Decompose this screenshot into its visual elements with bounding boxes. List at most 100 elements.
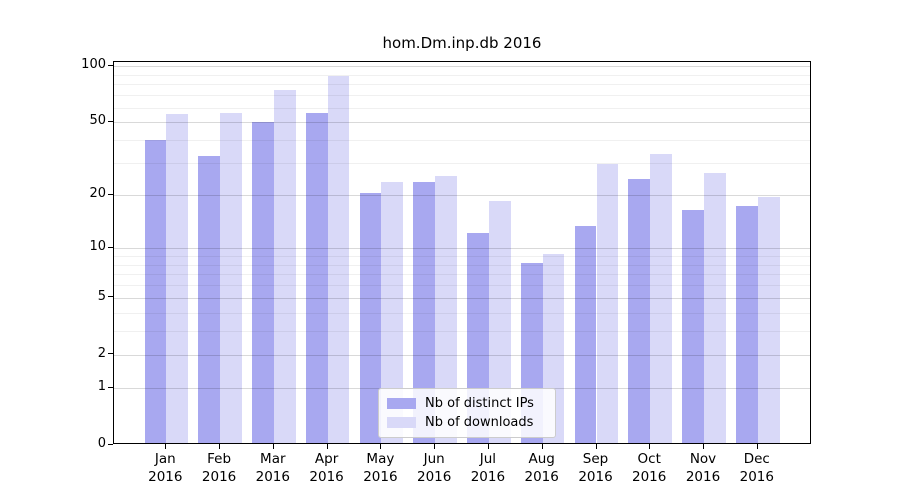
year-label: 2016 bbox=[632, 468, 667, 485]
x-tick-mark bbox=[272, 444, 274, 449]
x-tick-mark bbox=[219, 444, 221, 449]
bar-ips-may bbox=[359, 193, 382, 443]
legend-label: Nb of distinct IPs bbox=[425, 396, 534, 411]
month-label: Aug bbox=[528, 451, 555, 467]
year-label: 2016 bbox=[255, 468, 290, 485]
bar-downloads-nov bbox=[704, 172, 726, 443]
month-label: May bbox=[366, 451, 395, 467]
x-tick-label-oct: Oct 2016 bbox=[614, 451, 684, 486]
y-tick-mark bbox=[108, 353, 113, 355]
bar-downloads-may bbox=[381, 182, 404, 443]
gridline-3 bbox=[114, 331, 810, 333]
x-tick-mark bbox=[541, 444, 543, 449]
y-tick-label: 50 bbox=[89, 113, 106, 129]
gridline-100 bbox=[114, 66, 810, 68]
x-tick-mark bbox=[756, 444, 758, 449]
month-label: Jan bbox=[154, 451, 176, 467]
year-label: 2016 bbox=[417, 468, 452, 485]
x-tick-label-jan: Jan 2016 bbox=[130, 451, 200, 486]
month-label: Nov bbox=[689, 451, 717, 467]
y-tick-mark bbox=[108, 443, 113, 445]
legend-item: Nb of downloads bbox=[387, 413, 547, 432]
x-tick-label-apr: Apr 2016 bbox=[292, 451, 362, 486]
gridline-60 bbox=[114, 107, 810, 109]
gridline-20 bbox=[114, 195, 810, 197]
year-label: 2016 bbox=[309, 468, 344, 485]
legend-label: Nb of downloads bbox=[425, 415, 534, 430]
x-tick-mark bbox=[380, 444, 382, 449]
bar-downloads-jan bbox=[166, 114, 189, 443]
x-tick-label-may: May 2016 bbox=[345, 451, 415, 486]
x-tick-mark bbox=[649, 444, 651, 449]
month-label: Jul bbox=[479, 451, 497, 467]
bar-downloads-jun bbox=[435, 175, 457, 443]
gridline-30 bbox=[114, 163, 810, 165]
gridline-90 bbox=[114, 74, 810, 76]
y-tick-label: 1 bbox=[97, 379, 106, 395]
y-tick-mark bbox=[108, 120, 113, 122]
bar-ips-nov bbox=[682, 210, 704, 443]
x-tick-mark bbox=[487, 444, 489, 449]
y-tick-label: 20 bbox=[89, 186, 106, 202]
gridline-50 bbox=[114, 122, 810, 124]
bar-downloads-apr bbox=[327, 75, 350, 443]
x-tick-label-jul: Jul 2016 bbox=[453, 451, 523, 486]
x-tick-mark bbox=[326, 444, 328, 449]
month-label: Dec bbox=[743, 451, 770, 467]
x-tick-mark bbox=[434, 444, 436, 449]
bar-ips-mar bbox=[252, 121, 274, 443]
year-label: 2016 bbox=[739, 468, 774, 485]
gridline-2 bbox=[114, 354, 810, 356]
month-label: Feb bbox=[207, 451, 232, 467]
year-label: 2016 bbox=[470, 468, 506, 485]
month-label: Mar bbox=[260, 451, 286, 467]
month-label: Oct bbox=[637, 451, 661, 467]
gridline-80 bbox=[114, 84, 810, 86]
bar-downloads-jul bbox=[488, 201, 511, 443]
x-tick-label-nov: Nov 2016 bbox=[668, 451, 738, 486]
y-tick-mark bbox=[108, 386, 113, 388]
y-tick-mark bbox=[108, 64, 113, 66]
y-tick-mark bbox=[108, 296, 113, 298]
bar-ips-feb bbox=[198, 156, 221, 443]
bar-ips-jan bbox=[144, 140, 167, 443]
x-tick-label-aug: Aug 2016 bbox=[507, 451, 577, 486]
year-label: 2016 bbox=[201, 468, 237, 485]
year-label: 2016 bbox=[685, 468, 721, 485]
bar-ips-sep bbox=[574, 226, 597, 443]
bar-downloads-mar bbox=[273, 89, 296, 443]
legend-swatch bbox=[387, 417, 416, 428]
y-tick-label: 0 bbox=[97, 436, 106, 451]
x-tick-label-sep: Sep 2016 bbox=[561, 451, 631, 486]
x-tick-mark bbox=[703, 444, 704, 449]
bar-ips-apr bbox=[305, 112, 328, 443]
x-tick-label-feb: Feb 2016 bbox=[184, 451, 254, 486]
y-tick-label: 2 bbox=[97, 345, 106, 361]
y-tick-mark bbox=[108, 193, 113, 195]
gridline-5 bbox=[114, 297, 810, 299]
bar-ips-jun bbox=[413, 182, 436, 443]
x-tick-mark bbox=[165, 444, 167, 449]
legend-swatch bbox=[387, 398, 416, 409]
legend-item: Nb of distinct IPs bbox=[387, 394, 547, 413]
y-tick-label: 10 bbox=[89, 239, 106, 255]
gridline-10 bbox=[114, 248, 810, 250]
x-tick-label-dec: Dec 2016 bbox=[722, 451, 792, 486]
y-tick-label: 5 bbox=[97, 288, 106, 304]
year-label: 2016 bbox=[148, 468, 183, 485]
bar-downloads-dec bbox=[757, 197, 780, 443]
month-label: Jun bbox=[423, 451, 445, 467]
plot-area bbox=[113, 61, 811, 444]
bar-ips-oct bbox=[628, 178, 651, 443]
bar-ips-dec bbox=[736, 205, 758, 443]
bar-downloads-feb bbox=[220, 112, 242, 443]
gridline-8 bbox=[114, 264, 810, 266]
year-label: 2016 bbox=[524, 468, 559, 485]
month-label: Apr bbox=[314, 451, 339, 467]
bar-downloads-oct bbox=[650, 153, 672, 443]
y-tick-mark bbox=[108, 246, 113, 248]
y-tick-label: 100 bbox=[81, 57, 106, 73]
legend: Nb of distinct IPs Nb of downloads bbox=[378, 388, 556, 438]
x-tick-label-mar: Mar 2016 bbox=[238, 451, 308, 486]
